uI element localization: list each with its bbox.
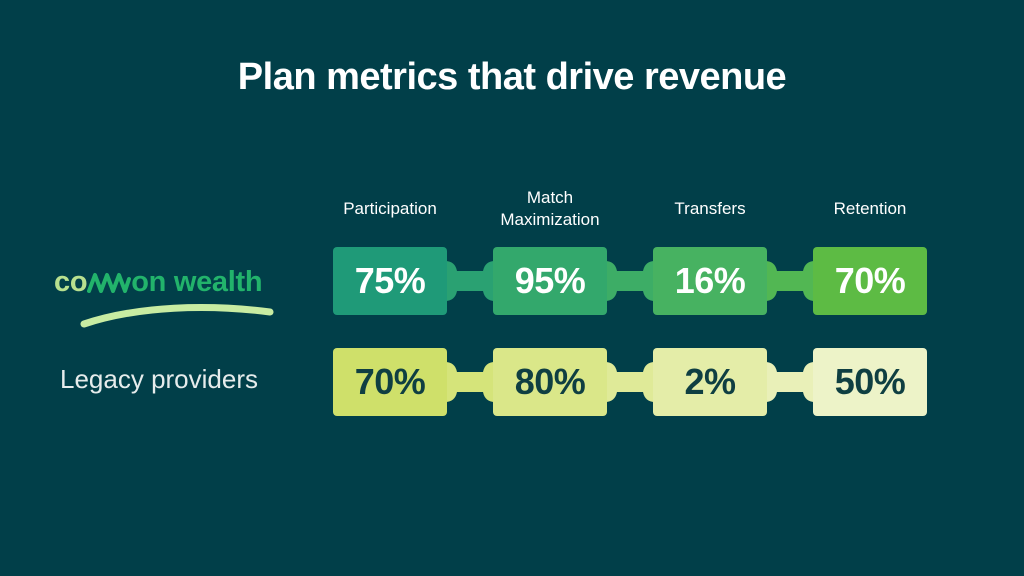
metric-cell-retention: 70% — [813, 247, 927, 315]
connector-row0-2 — [765, 261, 815, 301]
metric-cell-participation: 70% — [333, 348, 447, 416]
connector-row1-0 — [445, 362, 495, 402]
connector-row1-1 — [605, 362, 655, 402]
connector-row0-0 — [445, 261, 495, 301]
metric-cell-participation: 75% — [333, 247, 447, 315]
connector-row1-2 — [765, 362, 815, 402]
connector-row0-1 — [605, 261, 655, 301]
metric-cell-transfers: 16% — [653, 247, 767, 315]
metric-cell-match-maximization: 95% — [493, 247, 607, 315]
metric-cell-retention: 50% — [813, 348, 927, 416]
metric-cell-match-maximization: 80% — [493, 348, 607, 416]
metric-cell-transfers: 2% — [653, 348, 767, 416]
